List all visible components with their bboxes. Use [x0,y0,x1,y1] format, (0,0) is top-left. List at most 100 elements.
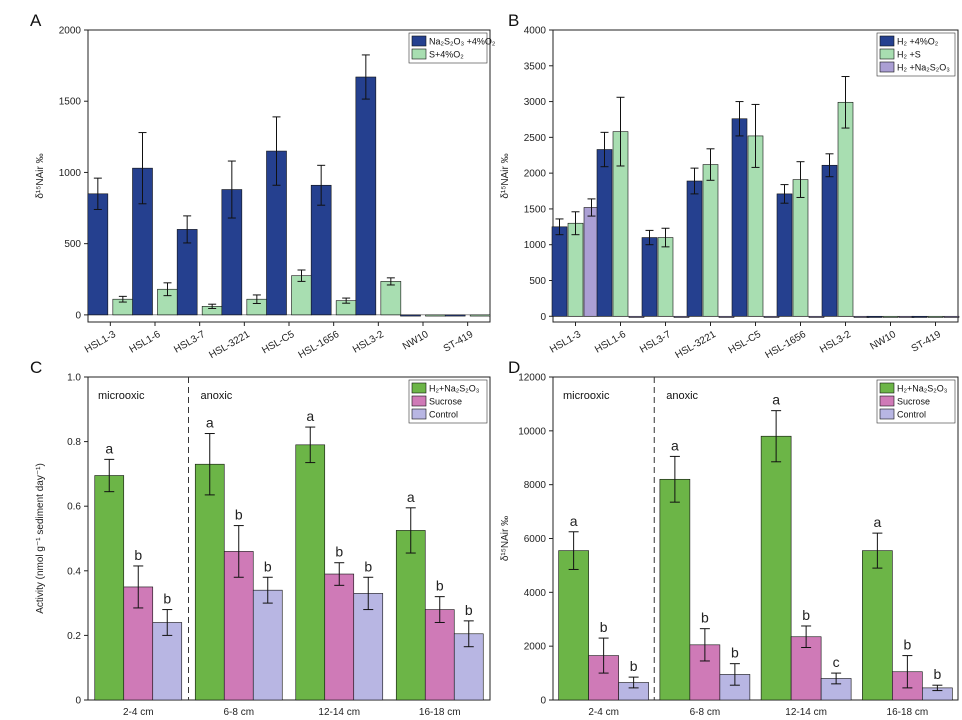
y-tick-label: 1500 [524,204,547,215]
y-tick-label: 1000 [524,240,547,251]
legend: H₂+Na₂S₂O₃ Sucrose Control [408,379,488,424]
bar [882,315,899,318]
category-label: HSL1-3 [548,329,583,356]
bar [551,226,568,317]
bar [400,314,421,317]
region-label-microoxic: microoxic [563,390,610,402]
bar [837,101,854,317]
category-label: 16-18 cm [887,707,929,718]
y-tick-label: 500 [529,276,546,287]
bar [558,550,589,701]
bar [686,180,703,317]
region-label-microoxic: microoxic [98,390,145,402]
legend-swatch [879,382,895,394]
category-label: HSL3-2 [818,329,853,356]
significance-letter: b [364,558,372,574]
legend: H₂ +4%O₂ H₂ +S H₂ +Na₂S₂O₃ [876,32,956,77]
significance-letter: c [833,654,840,670]
bar [596,149,613,317]
bar [425,314,446,317]
bar [469,314,491,317]
bar [943,315,960,318]
bar [659,478,691,701]
y-tick-label: 0 [540,312,546,323]
category-label: 2-4 cm [588,707,619,718]
legend-label: H₂ +Na₂S₂O₃ [897,63,950,73]
y-tick-label: 6000 [524,534,547,545]
plot-frame [87,376,491,701]
legend-swatch [879,408,895,420]
panel-A: A 0 500 1000 1500 2000 δ¹⁵NAir ‰ HSL1-3 HSL1-6 HS… [30,11,496,361]
y-tick-label: 0 [75,696,81,707]
significance-letter: b [264,558,272,574]
significance-letter: a [873,514,881,530]
y-tick-label: 1000 [59,168,82,179]
y-tick-label: 1500 [59,97,82,108]
category-label: 6-8 cm [223,707,254,718]
y-tick-label: 0.6 [67,502,81,513]
legend-swatch [879,61,895,73]
y-tick-label: 0 [75,310,81,321]
category-label: HSL3-7 [172,329,207,356]
bar [911,315,928,318]
bar [628,315,645,318]
category-label: 2-4 cm [123,707,154,718]
category-label: HSL-C5 [260,329,297,357]
category-label: 16-18 cm [419,707,461,718]
legend-label: Control [429,410,458,420]
significance-letter: b [134,547,142,563]
category-label: HSL1-6 [593,329,628,356]
region-label-anoxic: anoxic [666,390,698,402]
bar [673,315,690,318]
legend: Na₂S₂O₃ +4%O₂ S+4%O₂ [408,32,496,64]
category-label: HSL-C5 [727,329,764,357]
legend-swatch [411,48,427,60]
bar [763,315,780,318]
bar [94,475,125,701]
y-tick-label: 4000 [524,26,547,37]
category-label: ST-419 [910,329,944,355]
legend-label: Sucrose [429,397,462,407]
significance-letter: b [802,607,810,623]
panel-C: C 0 0.2 0.4 0.6 0.8 1.0 Activity (nmol g⁻¹ sedi… [30,358,491,718]
y-tick-label: 12000 [518,373,546,384]
legend: H₂+Na₂S₂O₃ Sucrose Control [876,379,956,424]
category-label: 6-8 cm [690,707,721,718]
y-tick-label: 3000 [524,97,547,108]
bar [862,550,893,701]
bar [444,314,466,317]
category-label: NW10 [868,329,898,353]
bar [252,589,283,701]
bar [380,281,402,316]
category-label: ST-419 [442,329,476,355]
category-label: HSL3-7 [638,329,673,356]
bar [355,76,377,316]
y-tick-label: 2000 [59,26,82,37]
y-tick-label: 10000 [518,426,546,437]
legend-label: Na₂S₂O₃ +4%O₂ [429,37,496,47]
bar [194,463,225,701]
y-axis-title: δ¹⁵NAir ‰ [500,153,511,198]
significance-letter: a [570,513,578,529]
significance-letter: a [206,415,214,431]
bar [657,237,674,317]
bar [821,164,838,317]
legend-swatch [411,35,427,47]
y-axis-title: δ¹⁵NAir ‰ [500,516,511,561]
legend-swatch [411,395,427,407]
bar [808,315,825,318]
legend-label: H₂+Na₂S₂O₃ [897,384,948,394]
category-label: 12-14 cm [785,707,827,718]
legend-label: H₂ +S [897,50,921,60]
y-tick-label: 8000 [524,480,547,491]
panel-label: A [30,11,42,30]
significance-letter: b [235,507,243,523]
significance-letter: b [701,610,709,626]
significance-letter: a [407,489,415,505]
y-tick-label: 1.0 [67,373,81,384]
significance-letter: b [933,666,941,682]
category-label: HSL-3221 [207,329,252,361]
significance-letter: b [163,591,171,607]
category-label: HSL-3221 [674,329,719,361]
legend-swatch [879,48,895,60]
